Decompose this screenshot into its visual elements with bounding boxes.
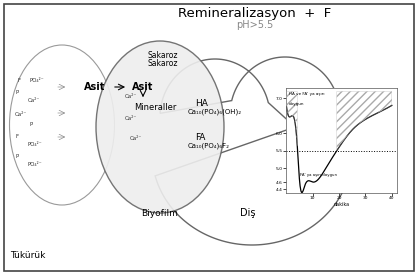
Text: Ca₁₀(PO₄)₆F₂: Ca₁₀(PO₄)₆F₂ (188, 143, 230, 149)
Ellipse shape (96, 41, 224, 213)
Text: Ca²⁻: Ca²⁻ (125, 116, 137, 120)
Text: Tükürük: Tükürük (10, 251, 46, 260)
Text: F: F (15, 134, 18, 139)
Text: Asit: Asit (133, 82, 154, 92)
Text: PO₄²⁻: PO₄²⁻ (30, 78, 45, 82)
Text: Ca²⁻: Ca²⁻ (15, 112, 27, 117)
Text: HA: HA (195, 98, 208, 108)
Text: Asit: Asit (84, 82, 106, 92)
Text: Ca²⁻: Ca²⁻ (125, 95, 137, 100)
Text: Ca²⁻: Ca²⁻ (28, 98, 40, 103)
Text: Sakaroz: Sakaroz (148, 51, 178, 59)
Polygon shape (155, 57, 349, 245)
Text: P: P (15, 155, 18, 159)
Text: Remineralizasyon  +  F: Remineralizasyon + F (178, 7, 331, 20)
Text: Mineraller: Mineraller (134, 103, 176, 111)
Text: Biyofilm: Biyofilm (142, 208, 178, 218)
Text: pH>5.5: pH>5.5 (236, 20, 274, 30)
Text: F: F (18, 78, 21, 82)
Text: P: P (15, 90, 18, 95)
Text: Sakaroz: Sakaroz (148, 59, 178, 68)
Text: FA: FA (195, 133, 205, 142)
Text: Ca₁₀(PO₄)₆(OH)₂: Ca₁₀(PO₄)₆(OH)₂ (188, 109, 242, 115)
Text: PO₄²⁻: PO₄²⁻ (28, 142, 43, 147)
Text: Diş: Diş (240, 208, 256, 218)
Text: PO₄²⁻: PO₄²⁻ (28, 163, 43, 167)
Ellipse shape (10, 45, 115, 205)
Text: P: P (30, 122, 33, 128)
Text: Ca²⁻: Ca²⁻ (130, 136, 142, 142)
